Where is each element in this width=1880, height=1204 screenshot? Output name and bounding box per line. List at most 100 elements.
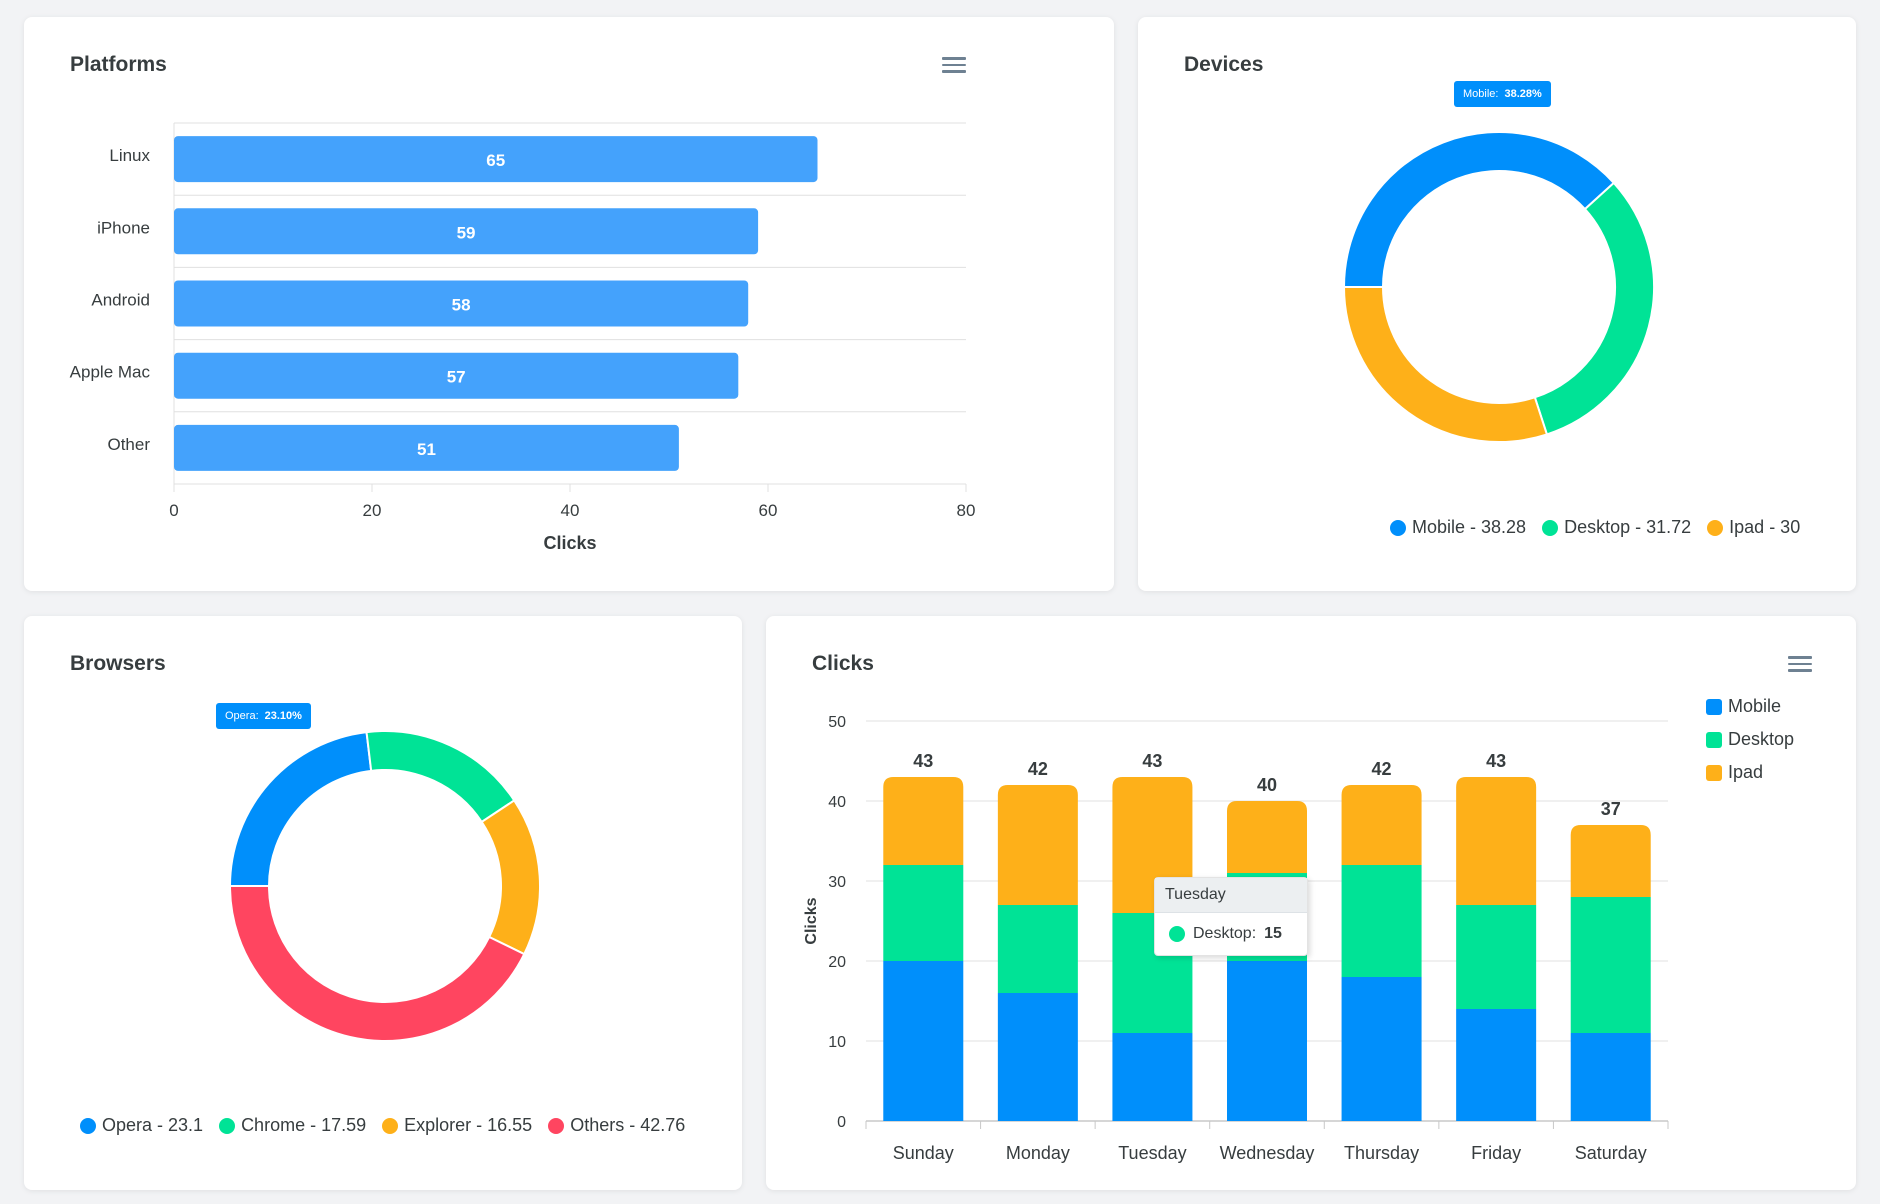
bar-monday-desktop (997, 905, 1078, 993)
platforms-card: Platforms 65 Linux 59 iPhone 58 Android 57 Appl… (24, 17, 1114, 591)
bar-linux (174, 136, 818, 183)
platforms-chart: 65 Linux 59 iPhone 58 Android 57 Apple Mac 51 Oth… (70, 122, 976, 553)
x-tick-label: 40 (561, 501, 580, 520)
y-tick-label: 50 (828, 714, 846, 731)
y-tick-label: 10 (828, 1034, 846, 1051)
bar-thursday-mobile (1341, 977, 1422, 1121)
category-label: Apple Mac (70, 363, 151, 382)
legend-item-mobile[interactable]: Mobile - 38.28 (1390, 517, 1526, 538)
x-tick-label: 20 (363, 501, 382, 520)
devices-card: Devices Mobile: 38.28% Mobile - 38.28 Des… (1138, 17, 1856, 591)
bar-wednesday-mobile (1227, 961, 1307, 1121)
tooltip-category: Tuesday (1155, 878, 1307, 913)
legend-item-desktop[interactable]: Desktop (1706, 729, 1794, 750)
bar-wednesday-ipad (1227, 801, 1307, 873)
bar-friday-desktop (1456, 905, 1537, 1009)
total-label: 37 (1601, 799, 1621, 819)
clicks-chart: 0 10 20 30 40 50 43 Sunday 42 Monday 43 Tuesday 40 We… (803, 714, 1669, 1163)
total-label: 43 (1486, 751, 1506, 771)
legend-item-chrome[interactable]: Chrome - 17.59 (219, 1115, 366, 1136)
slice-ipad (1342, 286, 1549, 443)
browsers-callout-value: 23.10% (264, 710, 302, 722)
total-label: 40 (1257, 775, 1277, 795)
legend-item-mobile[interactable]: Mobile (1706, 696, 1794, 717)
legend-item-ipad[interactable]: Ipad (1706, 762, 1794, 783)
bar-other (174, 424, 679, 471)
browsers-callout: Opera: 23.10% (216, 703, 311, 729)
bar-friday-mobile (1456, 1009, 1537, 1121)
browsers-chart (228, 730, 541, 1042)
slice-chrome (365, 730, 516, 824)
devices-callout-label: Mobile: (1463, 88, 1499, 100)
clicks-legend: Mobile Desktop Ipad (1706, 696, 1794, 783)
data-label: 51 (417, 440, 436, 459)
browsers-legend: Opera - 23.1 Chrome - 17.59 Explorer - 1… (80, 1115, 685, 1136)
bar-sunday-mobile (883, 961, 964, 1121)
legend-item-explorer[interactable]: Explorer - 16.55 (382, 1115, 532, 1136)
data-label: 58 (452, 296, 471, 315)
x-tick-label: Thursday (1344, 1143, 1419, 1163)
data-label: 57 (447, 368, 466, 387)
devices-title: Devices (1184, 53, 1264, 76)
devices-callout-value: 38.28% (1504, 88, 1542, 100)
slice-opera (228, 730, 373, 887)
tooltip-series: Desktop: (1193, 925, 1257, 942)
x-tick-label: Monday (1006, 1143, 1070, 1163)
bar-friday-ipad (1456, 777, 1537, 905)
total-label: 42 (1028, 759, 1048, 779)
slice-others (228, 885, 526, 1042)
legend-item-desktop[interactable]: Desktop - 31.72 (1542, 517, 1691, 538)
y-tick-label: 20 (828, 954, 846, 971)
y-tick-label: 40 (828, 794, 846, 811)
data-label: 59 (457, 223, 476, 242)
x-tick-label: Tuesday (1118, 1143, 1186, 1163)
x-tick-label: 60 (759, 501, 778, 520)
total-label: 42 (1372, 759, 1392, 779)
x-tick-label: Sunday (893, 1143, 954, 1163)
y-axis-title: Clicks (803, 897, 820, 944)
devices-callout: Mobile: 38.28% (1454, 81, 1551, 107)
bar-saturday-mobile (1570, 1033, 1651, 1121)
total-label: 43 (1142, 751, 1162, 771)
total-label: 43 (913, 751, 933, 771)
devices-chart (1342, 131, 1655, 443)
bar-saturday-desktop (1570, 897, 1651, 1033)
hamburger-menu-icon[interactable] (1788, 654, 1812, 674)
slice-explorer (480, 799, 541, 956)
legend-item-opera[interactable]: Opera - 23.1 (80, 1115, 203, 1136)
x-tick-label: 0 (169, 501, 178, 520)
x-tick-label: Friday (1471, 1143, 1521, 1163)
bar-monday-ipad (997, 785, 1078, 905)
slice-mobile (1342, 131, 1616, 288)
legend-item-others[interactable]: Others - 42.76 (548, 1115, 685, 1136)
bar-sunday-ipad (883, 777, 964, 865)
legend-item-ipad[interactable]: Ipad - 30 (1707, 517, 1800, 538)
browsers-card: Browsers Opera: 23.10% Opera - 23.1 Chrom… (24, 616, 742, 1190)
clicks-card: Clicks 0 10 20 30 40 50 43 Sunday 42 Monday 43 Tues… (766, 616, 1856, 1190)
x-tick-label: Saturday (1575, 1143, 1647, 1163)
hamburger-menu-icon[interactable] (942, 55, 966, 75)
x-tick-label: 80 (957, 501, 976, 520)
bar-iphone (174, 208, 759, 255)
devices-legend: Mobile - 38.28 Desktop - 31.72 Ipad - 30 (1390, 517, 1800, 538)
bar-sunday-desktop (883, 865, 964, 961)
bar-thursday-desktop (1341, 865, 1422, 977)
category-label: iPhone (97, 218, 150, 237)
x-tick-label: Wednesday (1220, 1143, 1315, 1163)
category-label: Other (107, 435, 150, 454)
y-tick-label: 30 (828, 874, 846, 891)
bar-saturday-ipad (1570, 825, 1651, 897)
clicks-title: Clicks (812, 652, 874, 675)
category-label: Linux (109, 146, 150, 165)
data-label: 65 (486, 151, 505, 170)
bar-android (174, 280, 749, 327)
platforms-title: Platforms (70, 53, 167, 76)
bar-apple-mac (174, 352, 739, 399)
tooltip-marker (1169, 926, 1185, 942)
bar-tuesday-mobile (1112, 1033, 1193, 1121)
y-tick-label: 0 (837, 1114, 846, 1131)
bar-thursday-ipad (1341, 785, 1422, 865)
bar-monday-mobile (997, 993, 1078, 1121)
tooltip-value: 15 (1264, 925, 1282, 942)
slice-desktop (1533, 181, 1655, 436)
